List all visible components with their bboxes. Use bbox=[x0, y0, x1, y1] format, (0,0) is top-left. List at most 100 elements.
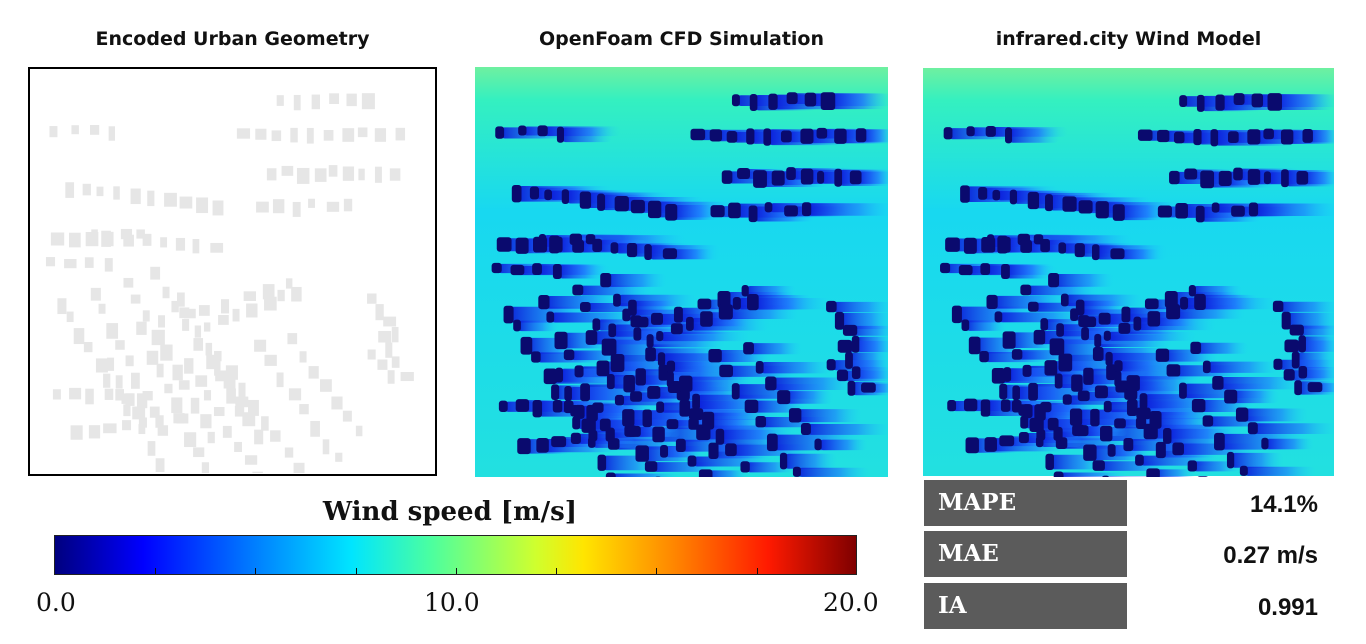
building-footprint bbox=[326, 201, 340, 212]
building-shadow bbox=[690, 128, 706, 141]
building-shadow bbox=[1092, 244, 1100, 261]
metric-label-ia: IA bbox=[924, 583, 1127, 629]
building-shadow bbox=[719, 364, 733, 378]
wind-model-image bbox=[923, 67, 1334, 477]
building-shadow bbox=[586, 404, 598, 422]
building-footprint bbox=[377, 359, 388, 370]
building-footprint bbox=[84, 257, 94, 268]
building-footprint bbox=[328, 165, 338, 177]
building-footprint bbox=[214, 361, 221, 376]
building-footprint bbox=[314, 168, 327, 182]
building-shadow bbox=[961, 319, 970, 332]
building-shadow bbox=[679, 399, 691, 417]
building-shadow bbox=[1133, 316, 1142, 331]
wind-wake bbox=[1106, 331, 1197, 341]
building-shadow bbox=[1102, 475, 1110, 477]
building-shadow bbox=[1045, 194, 1053, 212]
building-shadow bbox=[652, 426, 665, 443]
metric-label-mae: MAE bbox=[924, 531, 1127, 577]
building-shadow bbox=[965, 437, 979, 454]
building-footprint bbox=[147, 190, 155, 207]
building-shadow bbox=[532, 263, 542, 275]
wind-wake bbox=[964, 320, 1007, 331]
wind-wake bbox=[1206, 361, 1279, 373]
building-shadow bbox=[552, 400, 563, 413]
building-shadow bbox=[1112, 204, 1125, 221]
building-shadow bbox=[1202, 415, 1214, 427]
building-shadow bbox=[1106, 364, 1116, 381]
building-shadow bbox=[627, 425, 641, 437]
wind-wake bbox=[1152, 469, 1196, 477]
building-footprint bbox=[149, 406, 160, 418]
building-shadow bbox=[1029, 417, 1044, 433]
colorbar-tick bbox=[456, 568, 457, 574]
building-shadow bbox=[630, 199, 645, 214]
wind-wake bbox=[671, 204, 719, 220]
building-shadow bbox=[608, 323, 617, 338]
building-shadow bbox=[666, 371, 674, 388]
building-shadow bbox=[1103, 400, 1112, 413]
building-footprint bbox=[71, 125, 79, 135]
building-shadow bbox=[564, 386, 572, 401]
building-shadow bbox=[1123, 437, 1134, 452]
wind-wake bbox=[1296, 325, 1334, 336]
building-shadow bbox=[551, 384, 560, 401]
wind-wake bbox=[795, 409, 863, 423]
building-footprint bbox=[276, 372, 284, 388]
wind-wake bbox=[806, 203, 888, 216]
building-shadow bbox=[1114, 370, 1122, 387]
building-footprint bbox=[271, 130, 282, 142]
building-shadow bbox=[1033, 329, 1046, 345]
building-footprint bbox=[205, 342, 213, 356]
building-shadow bbox=[710, 205, 725, 218]
building-footprint bbox=[91, 229, 98, 242]
building-footprint bbox=[164, 383, 173, 394]
building-shadow bbox=[670, 323, 683, 335]
building-shadow bbox=[741, 285, 749, 297]
building-footprint bbox=[232, 308, 240, 322]
building-footprint bbox=[361, 93, 375, 110]
building-shadow bbox=[780, 130, 792, 143]
building-footprint bbox=[389, 168, 401, 181]
building-shadow bbox=[1027, 191, 1040, 210]
building-shadow bbox=[1020, 239, 1032, 253]
building-footprint bbox=[115, 375, 123, 389]
wind-wake bbox=[745, 286, 797, 297]
building-footprint bbox=[182, 318, 190, 331]
building-footprint bbox=[281, 165, 294, 176]
building-shadow bbox=[538, 234, 547, 248]
building-shadow bbox=[1094, 333, 1102, 348]
wind-wake bbox=[1118, 205, 1166, 221]
building-footprint bbox=[374, 166, 382, 183]
building-shadow bbox=[1002, 331, 1016, 349]
building-footprint bbox=[164, 192, 177, 207]
building-shadow bbox=[984, 437, 997, 452]
building-shadow bbox=[1110, 248, 1125, 260]
building-shadow bbox=[708, 349, 722, 363]
building-shadow bbox=[1083, 444, 1097, 461]
building-footprint bbox=[218, 315, 229, 325]
building-shadow bbox=[531, 351, 541, 363]
wind-wake bbox=[577, 285, 653, 296]
wind-wake bbox=[559, 368, 609, 382]
building-footprint bbox=[176, 413, 189, 424]
building-footprint bbox=[106, 323, 119, 339]
wind-wake bbox=[610, 473, 681, 477]
building-footprint bbox=[136, 321, 147, 335]
building-footprint bbox=[179, 307, 190, 319]
building-shadow bbox=[1197, 476, 1208, 477]
building-shadow bbox=[968, 336, 981, 355]
building-shadow bbox=[1163, 427, 1172, 444]
building-shadow bbox=[732, 297, 741, 310]
building-shadow bbox=[768, 93, 778, 110]
building-footprint bbox=[292, 201, 301, 217]
building-footprint bbox=[342, 166, 355, 181]
building-footprint bbox=[158, 315, 166, 328]
building-shadow bbox=[747, 294, 759, 311]
building-shadow bbox=[1034, 404, 1046, 421]
building-shadow bbox=[1020, 284, 1032, 296]
building-footprint bbox=[175, 237, 186, 251]
building-footprint bbox=[329, 93, 340, 104]
building-shadow bbox=[601, 338, 617, 356]
building-footprint bbox=[323, 129, 334, 141]
